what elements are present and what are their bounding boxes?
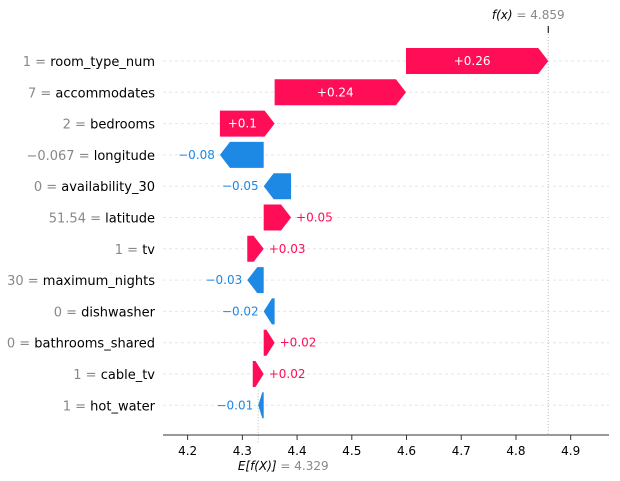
bar-tv: [247, 235, 264, 262]
feature-name: tv: [142, 243, 155, 258]
bar-hot_water: [258, 392, 264, 419]
output-value-prefix: f(x): [492, 8, 513, 22]
feature-name: dishwasher: [81, 305, 155, 320]
feature-label: 1 = room_type_num: [23, 55, 155, 70]
contribution-label: +0.02: [280, 336, 317, 350]
contribution-label: +0.05: [296, 211, 333, 225]
bar-latitude: [263, 204, 292, 231]
contribution-label: +0.1: [228, 117, 257, 131]
x-tick-label: 4.2: [178, 444, 197, 458]
feature-label: 0 = dishwasher: [54, 305, 156, 320]
bar-dishwasher: [263, 298, 275, 325]
feature-value: 51.54 =: [49, 212, 105, 227]
feature-label: 30 = maximum_nights: [7, 274, 155, 289]
feature-name: accommodates: [55, 86, 155, 101]
feature-value: 0 =: [54, 305, 81, 320]
feature-name: cable_tv: [101, 368, 156, 383]
feature-name: latitude: [105, 212, 155, 227]
feature-name: hot_water: [90, 399, 155, 414]
contribution-label: −0.02: [222, 304, 259, 318]
feature-value: 0 =: [34, 180, 61, 195]
contribution-label: −0.08: [178, 148, 215, 162]
x-tick-label: 4.4: [288, 444, 307, 458]
feature-label: 1 = hot_water: [63, 399, 156, 414]
contribution-label: +0.24: [317, 85, 354, 99]
base-value-number: = 4.329: [277, 459, 329, 473]
contribution-label: −0.05: [222, 179, 259, 193]
x-tick-label: 4.6: [397, 444, 416, 458]
feature-label: 7 = accommodates: [28, 86, 155, 101]
feature-label: 0 = availability_30: [34, 180, 155, 195]
x-tick-label: 4.3: [233, 444, 252, 458]
contribution-label: +0.03: [269, 242, 306, 256]
feature-value: 1 =: [73, 368, 100, 383]
feature-label: 2 = bedrooms: [63, 118, 156, 133]
bar-availability_30: [263, 173, 292, 200]
feature-value: 1 =: [115, 243, 142, 258]
feature-value: 7 =: [28, 86, 55, 101]
contribution-label: −0.03: [205, 273, 242, 287]
bar-longitude: [219, 141, 264, 168]
bar-bathrooms_shared: [263, 329, 275, 356]
feature-value: 1 =: [23, 55, 50, 70]
feature-value: −0.067 =: [26, 149, 93, 164]
contribution-label: −0.01: [216, 398, 253, 412]
feature-name: bedrooms: [90, 118, 155, 133]
contribution-label: +0.26: [454, 54, 491, 68]
feature-value: 1 =: [63, 399, 90, 414]
output-value-label: f(x) = 4.859: [492, 8, 565, 22]
bar-accommodates: [274, 79, 406, 106]
feature-label: 0 = bathrooms_shared: [7, 337, 155, 352]
feature-name: bathrooms_shared: [34, 337, 155, 352]
x-tick-label: 4.8: [506, 444, 525, 458]
bar-bedrooms: [219, 110, 275, 137]
feature-label: −0.067 = longitude: [26, 149, 155, 164]
feature-name: longitude: [94, 149, 155, 164]
feature-value: 30 =: [7, 274, 43, 289]
contribution-label: +0.02: [269, 367, 306, 381]
bar-room_type_num: [405, 48, 549, 74]
feature-label: 1 = cable_tv: [73, 368, 155, 383]
output-value-number: = 4.859: [513, 8, 565, 22]
feature-name: maximum_nights: [43, 274, 155, 289]
bar-maximum_nights: [247, 267, 264, 294]
feature-label: 1 = tv: [115, 243, 156, 258]
feature-name: room_type_num: [50, 55, 155, 70]
feature-value: 0 =: [7, 337, 34, 352]
bar-cable_tv: [252, 361, 264, 387]
base-value-label: E[f(X)] = 4.329: [238, 459, 329, 473]
feature-label: 51.54 = latitude: [49, 212, 155, 227]
x-tick-label: 4.5: [342, 444, 361, 458]
base-value-prefix: E[f(X)]: [238, 459, 277, 473]
x-tick-label: 4.9: [561, 444, 580, 458]
x-tick-label: 4.7: [452, 444, 471, 458]
feature-name: availability_30: [61, 180, 155, 195]
feature-value: 2 =: [63, 118, 90, 133]
